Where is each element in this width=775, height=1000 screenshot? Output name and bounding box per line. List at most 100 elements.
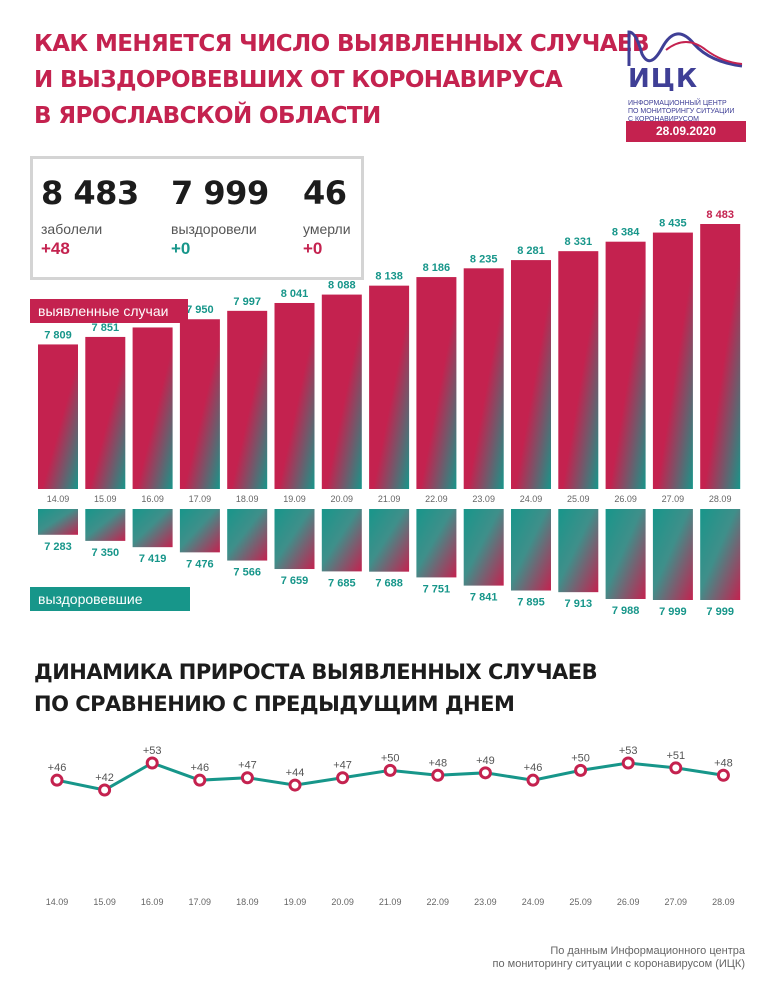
source-note: По данным Информационного центра по мони… xyxy=(493,945,745,971)
recovered-value-label: 7 999 xyxy=(659,606,687,618)
detected-bar xyxy=(416,277,457,489)
growth-x-tick-label: 26.09 xyxy=(617,897,640,907)
growth-x-tick-label: 23.09 xyxy=(474,897,497,907)
x-tick-label: 20.09 xyxy=(331,494,354,504)
growth-x-tick-label: 21.09 xyxy=(379,897,402,907)
cases-label: заболели xyxy=(41,221,103,237)
recovered-bar xyxy=(179,509,220,553)
title-line: И ВЫЗДОРОВЕВШИХ ОТ КОРОНАВИРУСА xyxy=(34,67,563,93)
detected-bar xyxy=(558,251,599,489)
detected-bar xyxy=(369,285,410,489)
x-tick-label: 25.09 xyxy=(567,494,590,504)
recovered-bar xyxy=(416,509,457,578)
cases-delta: +48 xyxy=(41,239,70,258)
growth-x-tick-label: 28.09 xyxy=(712,897,735,907)
x-tick-label: 21.09 xyxy=(378,494,401,504)
detected-bar xyxy=(463,268,504,489)
detected-bar xyxy=(321,294,362,489)
recovered-value-label: 7 419 xyxy=(139,553,167,565)
detected-bar xyxy=(85,336,126,489)
detected-value-label: 8 235 xyxy=(470,253,498,265)
growth-point xyxy=(193,773,207,787)
summary-panel: 8 483 заболели +48 7 999 выздоровели +0 … xyxy=(30,156,364,280)
recovered-bar xyxy=(274,509,315,570)
growth-point xyxy=(98,783,112,797)
detected-bar xyxy=(38,344,78,489)
logo-abbreviation: ИЦК xyxy=(628,64,699,94)
recovered-value-label: 7 913 xyxy=(565,598,593,610)
recovered-bar xyxy=(558,509,599,593)
source-line: По данным Информационного центра xyxy=(550,945,745,957)
detected-value-label: 8 483 xyxy=(706,209,734,221)
detected-value-label: 8 041 xyxy=(281,288,309,300)
growth-point xyxy=(50,773,64,787)
growth-point xyxy=(526,773,540,787)
page-title: КАК МЕНЯЕТСЯ ЧИСЛО ВЫЯВЛЕННЫХ СЛУЧАЕВ И … xyxy=(34,26,650,134)
growth-value-label: +51 xyxy=(666,750,685,762)
logo-description: ИНФОРМАЦИОННЫЙ ЦЕНТР ПО МОНИТОРИНГУ СИТУ… xyxy=(628,100,746,124)
x-tick-label: 26.09 xyxy=(614,494,637,504)
growth-value-label: +53 xyxy=(143,745,162,757)
growth-x-tick-label: 18.09 xyxy=(236,897,259,907)
growth-point xyxy=(716,768,730,782)
recovered-bar xyxy=(463,509,504,586)
growth-point xyxy=(669,761,683,775)
recovered-value-label: 7 566 xyxy=(233,567,261,579)
detected-series-tag: выявленные случаи xyxy=(30,299,188,323)
growth-value-label: +53 xyxy=(619,745,638,757)
x-tick-label: 22.09 xyxy=(425,494,448,504)
recovered-value-label: 7 751 xyxy=(423,583,451,595)
deaths-label: умерли xyxy=(303,221,351,237)
x-tick-label: 24.09 xyxy=(520,494,543,504)
growth-value-label: +50 xyxy=(381,752,400,764)
growth-x-tick-label: 25.09 xyxy=(569,897,592,907)
growth-x-tick-label: 15.09 xyxy=(93,897,116,907)
growth-point xyxy=(621,756,635,770)
growth-x-tick-label: 20.09 xyxy=(331,897,354,907)
detected-value-label: 7 950 xyxy=(186,304,214,316)
x-tick-label: 28.09 xyxy=(709,494,732,504)
growth-value-label: +42 xyxy=(95,772,114,784)
detected-value-label: 8 138 xyxy=(375,271,403,283)
recovered-bar xyxy=(85,509,126,541)
title-line: КАК МЕНЯЕТСЯ ЧИСЛО ВЫЯВЛЕННЫХ СЛУЧАЕВ xyxy=(34,31,650,57)
growth-value-label: +46 xyxy=(524,762,543,774)
recovered-value-label: 7 476 xyxy=(186,558,214,570)
recovered-series-tag: выздоровевшие xyxy=(30,587,190,611)
x-tick-label: 19.09 xyxy=(283,494,306,504)
deaths-delta: +0 xyxy=(303,239,323,258)
logo-description-line: ПО МОНИТОРИНГУ СИТУАЦИИ xyxy=(628,108,735,115)
x-tick-label: 16.09 xyxy=(141,494,164,504)
growth-x-tick-label: 22.09 xyxy=(427,897,450,907)
recovered-bar xyxy=(227,509,268,561)
recovered-bar xyxy=(321,509,362,572)
cases-stat: 8 483 заболели +48 xyxy=(41,175,139,259)
detected-bar xyxy=(179,319,220,489)
ick-logo: ИЦК ИНФОРМАЦИОННЫЙ ЦЕНТР ПО МОНИТОРИНГУ … xyxy=(626,28,746,144)
recovered-bar xyxy=(652,509,693,600)
detected-value-label: 8 281 xyxy=(517,245,545,257)
growth-title-line: ДИНАМИКА ПРИРОСТА ВЫЯВЛЕННЫХ СЛУЧАЕВ xyxy=(34,660,598,684)
recovered-value-label: 7 350 xyxy=(92,547,120,559)
growth-x-tick-label: 14.09 xyxy=(46,897,69,907)
recovered-value-label: 7 988 xyxy=(612,605,640,617)
detected-value-label: 7 851 xyxy=(92,322,120,334)
growth-value-label: +47 xyxy=(238,760,257,772)
deaths-stat: 46 умерли +0 xyxy=(303,175,351,259)
x-tick-label: 14.09 xyxy=(47,494,70,504)
growth-point xyxy=(383,763,397,777)
recovered-bar xyxy=(369,509,410,572)
logo-description-line: ИНФОРМАЦИОННЫЙ ЦЕНТР xyxy=(628,100,727,107)
recovered-value-label: 7 841 xyxy=(470,592,498,604)
x-tick-label: 18.09 xyxy=(236,494,259,504)
x-tick-label: 27.09 xyxy=(662,494,685,504)
detected-bar xyxy=(132,327,173,489)
recovered-bar xyxy=(38,509,78,535)
logo-description-line: С КОРОНАВИРУСОМ xyxy=(628,116,699,123)
growth-value-label: +49 xyxy=(476,755,495,767)
x-tick-label: 17.09 xyxy=(189,494,212,504)
detected-bar xyxy=(700,224,741,489)
recovered-bar xyxy=(605,509,646,599)
growth-x-tick-label: 17.09 xyxy=(189,897,212,907)
